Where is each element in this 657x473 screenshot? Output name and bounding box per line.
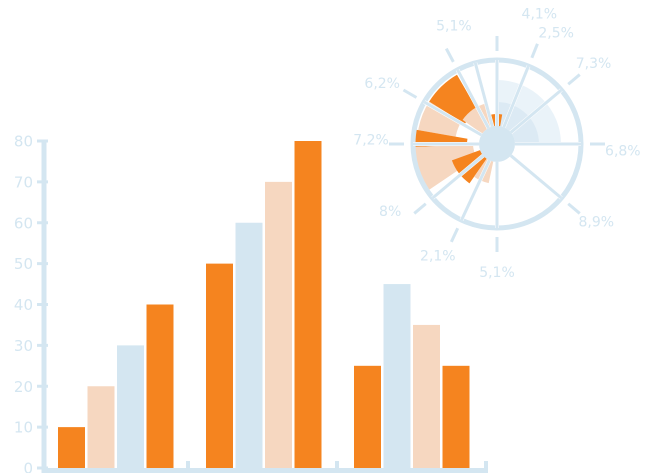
radial-hub bbox=[479, 126, 515, 162]
radial-tick bbox=[530, 43, 539, 59]
y-tick-label: 30 bbox=[14, 337, 33, 355]
radial-value-label: 5,1% bbox=[436, 19, 472, 35]
radial-chart: 4,1% 2,5%7,3% 6,8% 8,9% 5,1% 2,1% 8% 7,2% 6,2% 5,… bbox=[353, 7, 640, 281]
bar bbox=[442, 365, 470, 468]
bar-chart: 0 10 20 30 40 50 60 70 80 bbox=[14, 133, 488, 473]
radial-labels: 4,1% 2,5%7,3% 6,8% 8,9% 5,1% 2,1% 8% 7,2% 6,2% 5,… bbox=[353, 7, 640, 281]
radial-wedge bbox=[415, 144, 478, 190]
bar bbox=[146, 304, 174, 468]
radial-value-label: 5,1% bbox=[479, 265, 515, 281]
radial-value-label: 7,3% bbox=[576, 56, 612, 72]
radial-value-label: 4,1% bbox=[522, 7, 558, 23]
bars bbox=[58, 141, 470, 468]
bar bbox=[413, 324, 440, 468]
radial-spoke bbox=[423, 100, 483, 137]
y-tick-label: 70 bbox=[14, 173, 33, 191]
radial-value-label: 6,8% bbox=[605, 144, 641, 160]
bar bbox=[265, 181, 292, 468]
radial-tick bbox=[402, 88, 418, 99]
bar bbox=[58, 427, 85, 468]
bar bbox=[354, 365, 381, 468]
bar bbox=[383, 284, 411, 468]
radial-tick bbox=[567, 73, 581, 86]
radial-value-label: 2,5% bbox=[538, 26, 574, 42]
radial-wedge bbox=[429, 74, 478, 124]
radial-wedge bbox=[462, 103, 493, 134]
bar bbox=[294, 141, 322, 468]
bar bbox=[87, 386, 115, 468]
y-axis-ticks: 0 10 20 30 40 50 60 70 80 bbox=[14, 133, 48, 473]
y-tick-label: 10 bbox=[14, 419, 33, 437]
radial-spoke bbox=[509, 154, 563, 200]
radial-spoke bbox=[431, 154, 485, 200]
radial-tick bbox=[567, 202, 581, 215]
radial-spoke bbox=[509, 88, 563, 134]
bar bbox=[117, 345, 144, 468]
y-tick-label: 40 bbox=[14, 296, 33, 314]
radial-spoke bbox=[473, 62, 494, 128]
y-tick-label: 60 bbox=[14, 214, 33, 232]
radial-frame bbox=[389, 36, 605, 252]
axes bbox=[41, 141, 488, 473]
radial-wedge bbox=[418, 101, 462, 137]
radial-value-label: 6,2% bbox=[364, 76, 400, 92]
radial-tick bbox=[444, 47, 455, 63]
radial-shade bbox=[497, 102, 539, 144]
bar bbox=[235, 222, 263, 468]
y-tick-label: 0 bbox=[23, 460, 33, 473]
radial-tick bbox=[449, 227, 460, 243]
bar bbox=[206, 263, 233, 468]
radial-spoke bbox=[502, 65, 530, 128]
radial-value-label: 8% bbox=[379, 204, 401, 220]
radial-value-label: 7,2% bbox=[353, 133, 389, 149]
y-tick-label: 20 bbox=[14, 378, 33, 396]
radial-tick bbox=[413, 202, 427, 215]
y-tick-label: 50 bbox=[14, 255, 33, 273]
radial-value-label: 8,9% bbox=[579, 215, 615, 231]
radial-spoke bbox=[460, 159, 491, 221]
radial-value-label: 2,1% bbox=[420, 248, 456, 264]
y-tick-label: 80 bbox=[14, 133, 33, 151]
radial-spoke bbox=[456, 69, 490, 129]
